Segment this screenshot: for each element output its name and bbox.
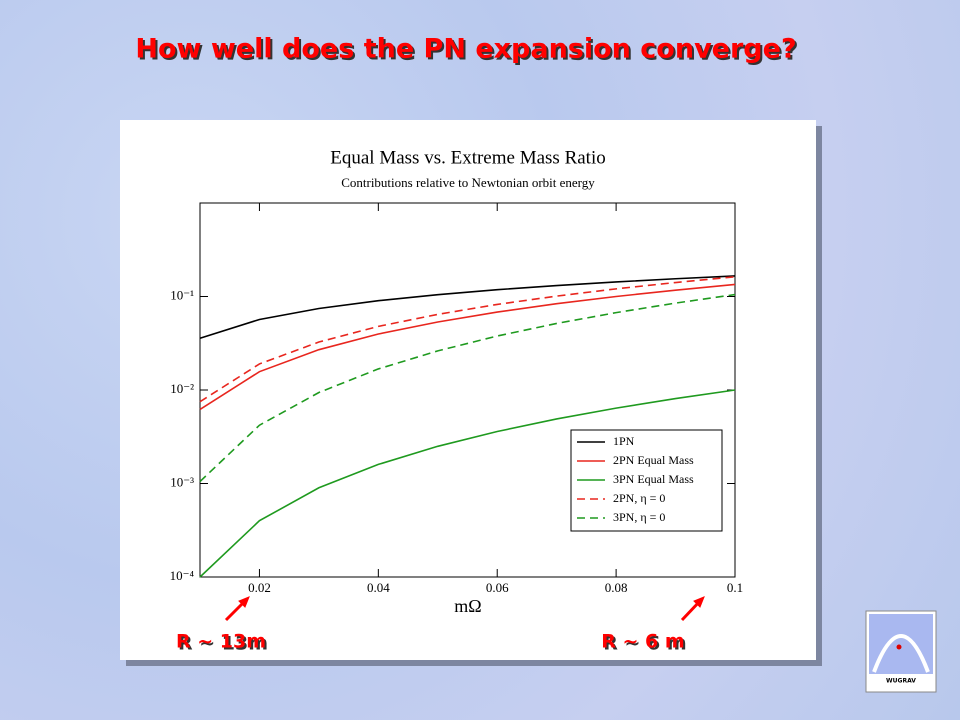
x-tick-label: 0.04 xyxy=(367,580,390,595)
annotation-shadow: R ~ 6 m xyxy=(603,633,686,655)
x-tick-label: 0.1 xyxy=(727,580,743,595)
annotation: R ~ 13m xyxy=(176,631,266,653)
y-tick-label: 10⁻² xyxy=(170,381,194,396)
y-tick-label: 10⁻¹ xyxy=(170,287,194,302)
logo: WUGRAV xyxy=(865,610,937,693)
annotation-shadow: R ~ 13m xyxy=(178,633,268,655)
legend-label: 3PN Equal Mass xyxy=(613,472,694,486)
series-line xyxy=(199,293,736,483)
chart-subtitle: Contributions relative to Newtonian orbi… xyxy=(341,175,595,190)
x-axis-label: mΩ xyxy=(454,596,481,616)
legend-label: 2PN Equal Mass xyxy=(613,453,694,467)
x-tick-label: 0.08 xyxy=(605,580,628,595)
legend-label: 3PN, η = 0 xyxy=(613,510,665,524)
series-line xyxy=(199,283,736,411)
y-tick-label: 10⁻³ xyxy=(170,474,194,489)
x-tick-label: 0.06 xyxy=(486,580,509,595)
y-tick-label: 10⁻⁴ xyxy=(170,568,195,583)
series-line xyxy=(199,389,736,578)
chart-title: Equal Mass vs. Extreme Mass Ratio xyxy=(330,147,605,168)
annotation: R ~ 6 m xyxy=(601,631,684,653)
legend-label: 1PN xyxy=(613,434,635,448)
legend-label: 2PN, η = 0 xyxy=(613,491,665,505)
chart-panel xyxy=(120,120,816,660)
arrow xyxy=(224,596,705,622)
series-line xyxy=(199,276,736,403)
series-line xyxy=(199,275,736,339)
logo-text: WUGRAV xyxy=(886,678,916,685)
title-shadow: How well does the PN expansion converge? xyxy=(137,36,798,67)
x-tick-label: 0.02 xyxy=(248,580,271,595)
slide-title: How well does the PN expansion converge? xyxy=(135,34,796,65)
